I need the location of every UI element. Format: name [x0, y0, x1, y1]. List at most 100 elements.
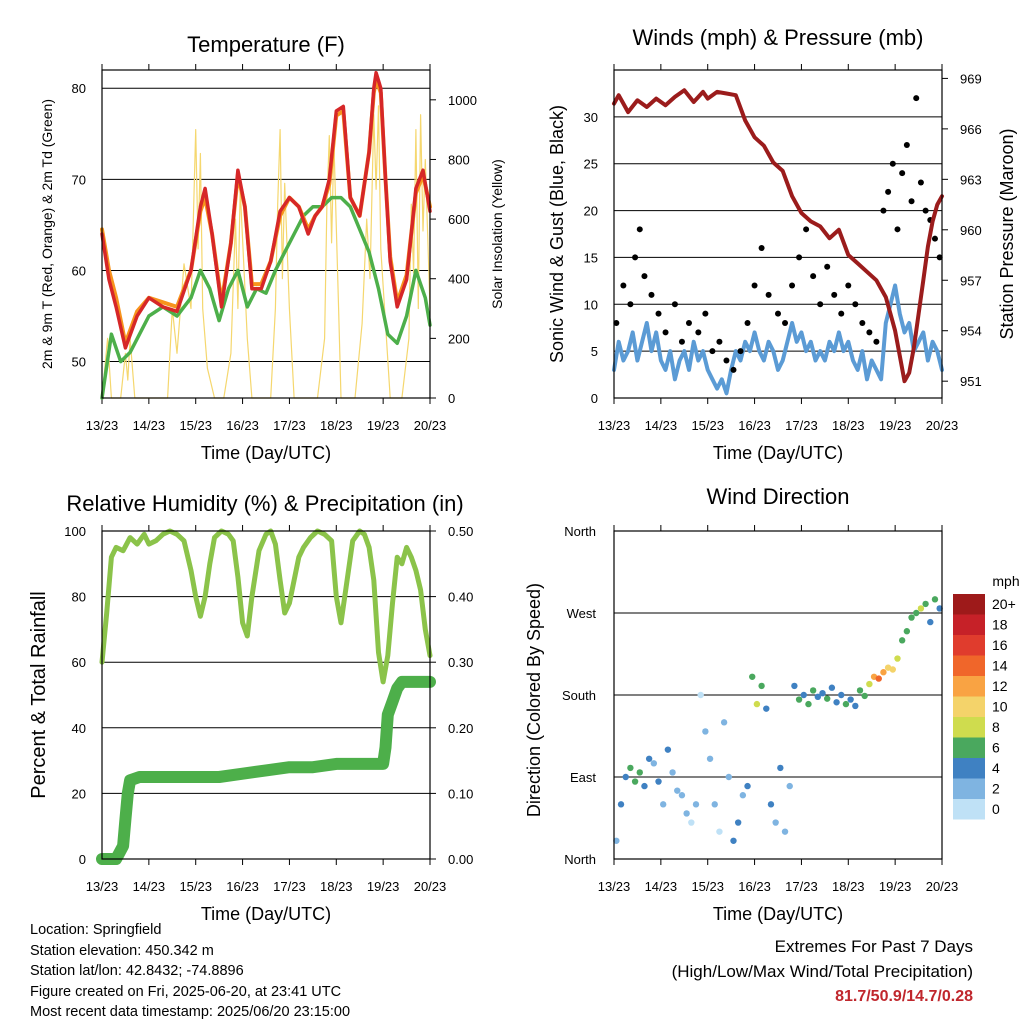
direction-point [772, 819, 779, 826]
panel-humidity: 13/23 14/23 15/23 16/23 17/23 18/23 19/23 20/23… [28, 491, 473, 924]
direction-point [852, 702, 859, 710]
direction-point [847, 696, 854, 703]
y-tick-label-right: 0.20 [448, 721, 473, 736]
y-tick-label: 20 [72, 786, 86, 801]
y-tick-label-right: 800 [448, 152, 470, 167]
direction-point [664, 746, 672, 753]
gust-point [817, 301, 824, 308]
direction-point [720, 719, 728, 726]
direction-point [749, 673, 756, 680]
legend-label: 18 [992, 617, 1008, 633]
x-tick-label: 20/23 [926, 879, 959, 894]
direction-point [828, 684, 836, 691]
direction-point [800, 691, 807, 699]
gust-point [831, 291, 838, 298]
y-tick-label: 40 [72, 721, 86, 736]
y-tick-label-right: 966 [960, 122, 982, 137]
legend-swatch [953, 614, 985, 635]
y-tick-label: North [564, 524, 596, 539]
y-axis-label-left: Sonic Wind & Gust (Blue, Black) [547, 105, 567, 363]
y-tick-label-right: 0.00 [448, 852, 473, 867]
x-tick-label: 19/23 [367, 879, 400, 894]
chart-title: Winds (mph) & Pressure (mb) [633, 25, 924, 50]
station-location: Location: Springfield [30, 922, 162, 938]
x-tick-label: 19/23 [879, 879, 912, 894]
gust-point [931, 235, 938, 242]
direction-point [613, 837, 620, 844]
gust-point [873, 338, 880, 345]
x-tick-label: 13/23 [598, 418, 631, 433]
legend-swatch [953, 758, 985, 779]
legend-swatch [953, 676, 985, 697]
y-tick-label-right: 957 [960, 273, 982, 288]
direction-point [814, 693, 822, 701]
solar-line [101, 105, 431, 399]
direction-point [617, 801, 625, 808]
direction-point [692, 801, 700, 808]
legend-swatch [953, 594, 985, 615]
y-tick-label: 80 [72, 590, 86, 605]
plot-border [101, 69, 431, 399]
plot-border [613, 69, 943, 399]
y-axis-label-left: Percent & Total Rainfall [28, 591, 50, 799]
direction-point [660, 801, 667, 808]
direction-point [922, 600, 929, 608]
y-tick-label: 0 [79, 852, 86, 867]
chart-title: Temperature (F) [187, 32, 345, 57]
gust-point [845, 282, 852, 289]
y-tick-label: South [562, 688, 596, 703]
gust-point [824, 263, 831, 270]
x-tick-label: 15/23 [691, 418, 724, 433]
legend-swatch [953, 778, 985, 799]
gust-point [627, 301, 634, 308]
direction-point [702, 728, 709, 735]
y-tick-label: 60 [72, 655, 86, 670]
gust-point [796, 254, 803, 261]
y-tick-label: 80 [72, 81, 86, 96]
x-tick-label: 20/23 [414, 418, 447, 433]
gust-point [723, 357, 730, 364]
gust-point [880, 207, 887, 214]
direction-point [688, 819, 695, 826]
y-tick-label: 50 [72, 355, 86, 370]
legend-label: 12 [992, 678, 1008, 694]
y-tick-label: 15 [584, 250, 598, 265]
direction-point [781, 828, 789, 835]
legend-label: 16 [992, 637, 1008, 653]
direction-point [725, 773, 732, 781]
y-tick-label: 60 [72, 263, 86, 278]
x-tick-label: 17/23 [273, 418, 306, 433]
chart-title: Relative Humidity (%) & Precipitation (i… [66, 491, 463, 516]
gust-point [751, 282, 758, 289]
panel-wind-direction: 13/23 14/23 15/23 16/23 17/23 18/23 19/23 20/23… [524, 484, 1020, 924]
y-tick-label-right: 0.30 [448, 655, 473, 670]
gust-point [695, 329, 702, 336]
station-latlon: Station lat/lon: 42.8432; -74.8896 [30, 963, 244, 979]
direction-point [805, 700, 812, 708]
direction-point [739, 792, 747, 799]
y-tick-label: 30 [584, 110, 598, 125]
direction-point [927, 618, 934, 626]
y-axis-label-left: 2m & 9m T (Red, Orange) & 2m Td (Green) [39, 99, 55, 369]
direction-point [898, 637, 906, 644]
gust-point [648, 291, 655, 298]
gust-point [758, 245, 765, 252]
x-tick-label: 16/23 [738, 879, 771, 894]
y-tick-label-right: 0.40 [448, 590, 473, 605]
direction-point [875, 675, 882, 682]
x-tick-label: 13/23 [598, 879, 631, 894]
direction-point [767, 801, 775, 808]
direction-point [838, 691, 845, 699]
legend-title: mph [992, 573, 1019, 589]
legend-label: 20+ [992, 596, 1016, 612]
direction-point [697, 691, 704, 699]
gust-point [744, 320, 751, 327]
gust-point [775, 310, 781, 317]
direction-point [706, 755, 714, 762]
plot-border [613, 530, 943, 860]
direction-point [669, 769, 676, 776]
extremes-box: Extremes For Past 7 Days (High/Low/Max W… [672, 934, 973, 1009]
x-tick-label: 18/23 [832, 879, 865, 894]
direction-point [833, 699, 840, 706]
direction-point [636, 769, 643, 776]
